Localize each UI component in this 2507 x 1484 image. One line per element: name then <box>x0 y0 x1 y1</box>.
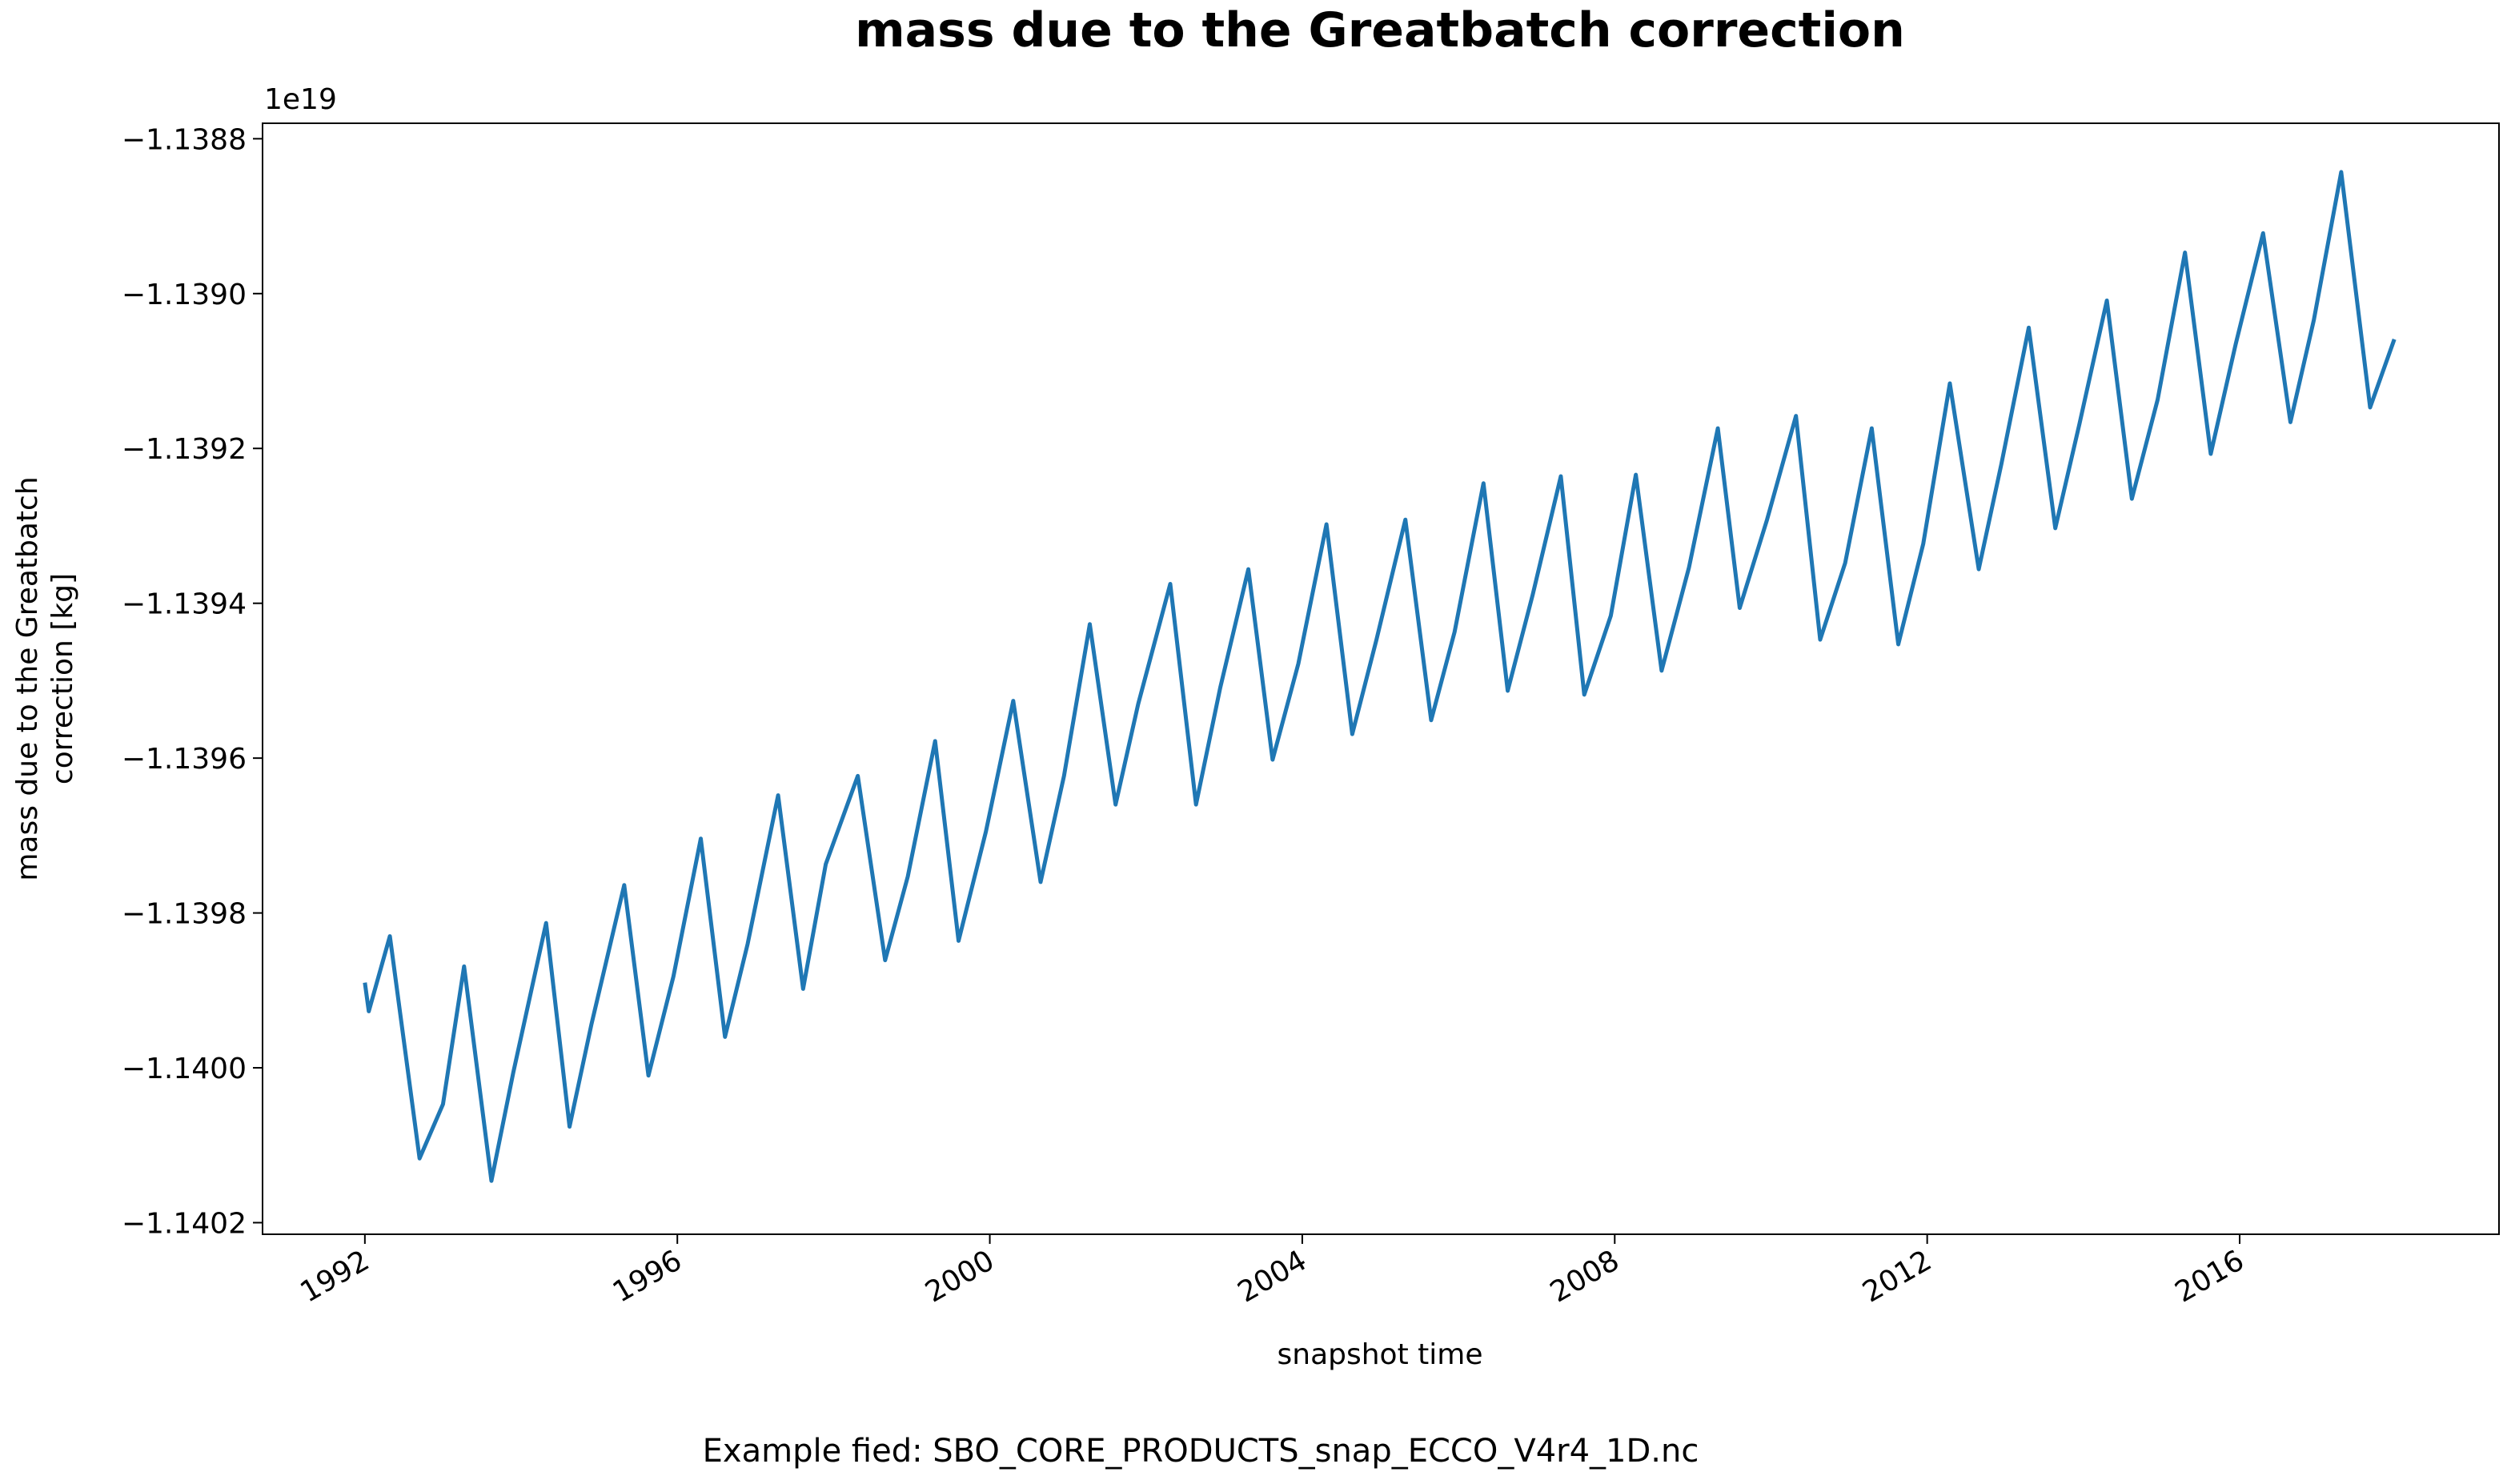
y-axis-label: correction [kg] <box>46 573 79 784</box>
y-tick-label: −1.1396 <box>122 743 247 776</box>
y-tick-label: −1.1398 <box>122 898 247 931</box>
x-axis-label: snapshot time <box>1278 1338 1483 1371</box>
y-tick-label: −1.1392 <box>122 433 247 466</box>
chart-title: mass due to the Greatbatch correction <box>855 2 1905 58</box>
y-axis-label: mass due to the Greatbatch <box>11 476 44 880</box>
caption: Example fied: SBO_CORE_PRODUCTS_snap_ECC… <box>703 1433 1699 1470</box>
y-tick-label: −1.1402 <box>122 1207 247 1240</box>
y-tick-label: −1.1390 <box>122 279 247 311</box>
y-tick-label: −1.1388 <box>122 123 247 156</box>
y-tick-label: −1.1394 <box>122 588 247 621</box>
y-tick-label: −1.1400 <box>122 1053 247 1085</box>
data-line <box>363 170 2397 1183</box>
plot-frame <box>262 122 2500 1235</box>
offset-label: 1e19 <box>264 83 337 116</box>
